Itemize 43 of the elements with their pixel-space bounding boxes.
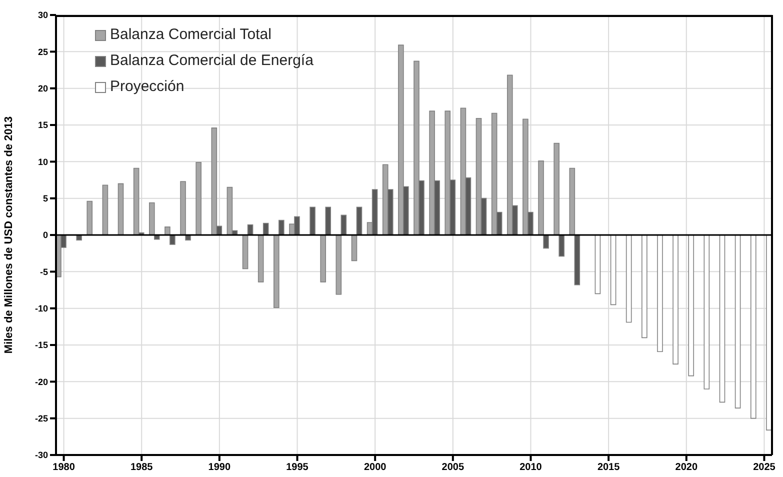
- legend-label: Balanza Comercial de Energía: [110, 51, 314, 71]
- bar: [719, 234, 726, 403]
- bar: [642, 234, 648, 338]
- y-tick-label: -10: [34, 304, 48, 314]
- bar: [86, 200, 93, 236]
- x-tick-label: 2000: [364, 462, 387, 474]
- y-tick-label: -5: [40, 266, 48, 277]
- y-tick-label: 25: [38, 46, 48, 57]
- y-tick-label: -25: [34, 414, 48, 424]
- y-tick-label: -20: [34, 376, 48, 387]
- x-tick-label: 1980: [52, 462, 76, 474]
- bar: [657, 234, 663, 352]
- bar: [750, 234, 756, 419]
- bar: [672, 234, 678, 364]
- x-tick-label: 1985: [130, 462, 154, 474]
- x-tick-label: 2015: [597, 462, 620, 474]
- bar: [610, 234, 616, 306]
- y-axis-title: Miles de Millones de USD constantes de 2013: [2, 116, 15, 354]
- y-tick-label: 10: [38, 156, 48, 167]
- x-tick-label: 2020: [675, 462, 698, 474]
- bar: [594, 234, 601, 294]
- bar: [626, 234, 632, 323]
- bar: [704, 234, 710, 390]
- y-tick-label: 5: [42, 194, 48, 204]
- bar: [688, 234, 694, 376]
- bar: [196, 162, 202, 236]
- y-tick-label: 30: [38, 10, 48, 20]
- y-tick-label: 15: [38, 120, 48, 130]
- bar: [118, 183, 124, 236]
- legend-label: Proyección: [110, 77, 184, 97]
- bar: [310, 206, 316, 236]
- bar: [102, 184, 108, 236]
- y-tick-label: -15: [34, 340, 48, 350]
- legend-label: Balanza Comercial Total: [110, 25, 272, 45]
- x-tick-label: 2005: [442, 462, 464, 474]
- x-tick-label: 2025: [753, 462, 776, 474]
- x-tick-label: 1995: [286, 462, 309, 474]
- y-tick-label: 0: [42, 230, 48, 240]
- y-tick-label: -30: [34, 450, 48, 460]
- y-tick-label: 20: [38, 84, 48, 94]
- x-tick-label: 1990: [208, 462, 231, 474]
- x-tick-label: 2010: [520, 462, 542, 474]
- bar: [734, 234, 741, 408]
